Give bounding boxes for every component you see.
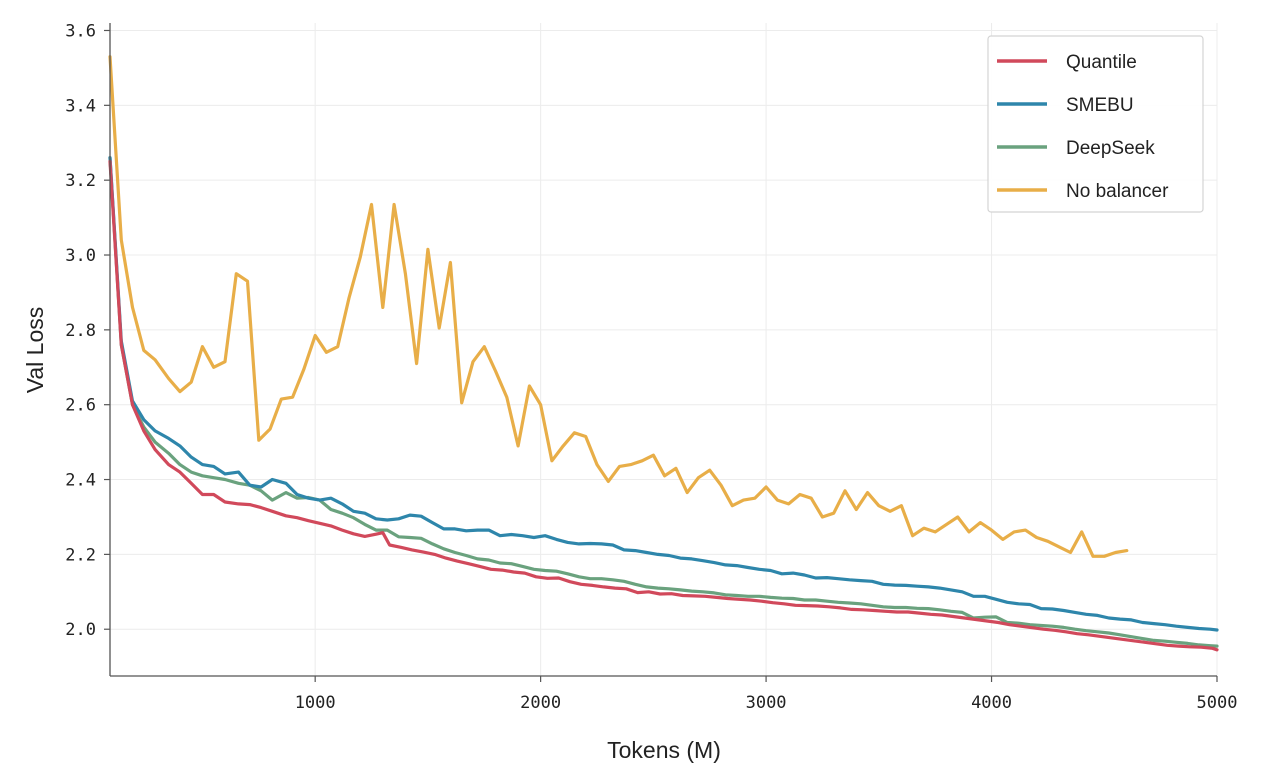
y-tick-label: 3.4 — [65, 96, 96, 116]
y-tick-label: 2.6 — [65, 396, 96, 416]
y-tick-label: 3.6 — [65, 21, 96, 41]
x-tick-label: 3000 — [746, 693, 787, 713]
series-line-smebu — [108, 156, 1219, 632]
x-tick-label: 5000 — [1197, 693, 1238, 713]
axes — [104, 23, 1218, 682]
legend-label-no-balancer: No balancer — [1066, 181, 1169, 202]
y-axis-title: Val Loss — [22, 307, 48, 394]
x-tick-label: 4000 — [971, 693, 1012, 713]
legend-label-smebu: SMEBU — [1066, 95, 1134, 116]
y-tick-label: 2.4 — [65, 471, 96, 491]
legend: Quantile SMEBU DeepSeek No balancer — [987, 35, 1204, 213]
y-tick-label: 3.0 — [65, 246, 96, 266]
x-tick-label: 2000 — [520, 693, 561, 713]
series-line-deepseek — [108, 156, 1219, 648]
y-tick-label: 2.8 — [65, 321, 96, 341]
tick-labels: 1000 2000 3000 4000 5000 2.0 2.2 2.4 2.6 2.8 3.0 3.… — [65, 21, 1237, 713]
y-tick-label: 2.2 — [65, 545, 96, 565]
x-tick-label: 1000 — [295, 693, 336, 713]
y-tick-label: 2.0 — [65, 620, 96, 640]
series-line-quantile — [108, 159, 1219, 652]
series-line-no-balancer — [108, 55, 1129, 558]
y-tick-label: 3.2 — [65, 171, 96, 191]
legend-label-quantile: Quantile — [1066, 52, 1137, 73]
legend-box — [987, 35, 1204, 213]
x-axis-title: Tokens (M) — [607, 737, 721, 763]
plot-lines — [108, 55, 1219, 652]
legend-label-deepseek: DeepSeek — [1066, 138, 1155, 159]
